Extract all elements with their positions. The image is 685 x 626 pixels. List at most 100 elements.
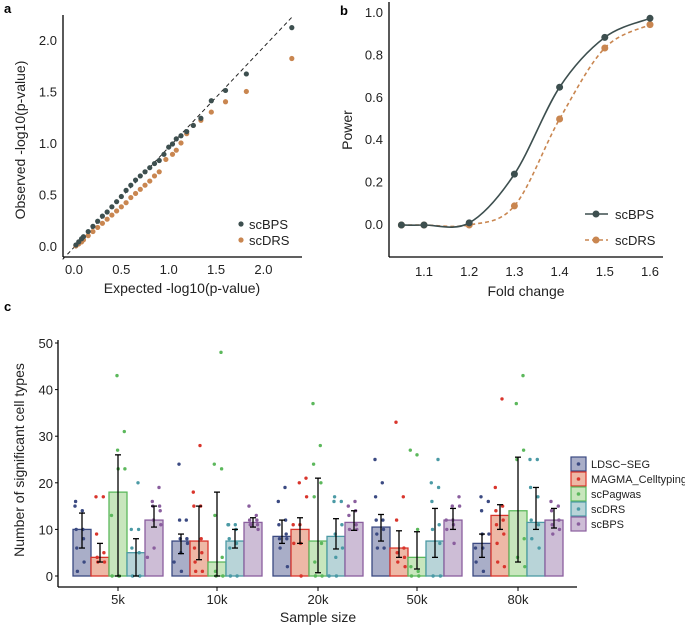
- series-line-scDRS: [401, 23, 651, 228]
- y-tick-label: 50: [39, 336, 53, 351]
- x-tick-label: 1.6: [641, 264, 659, 279]
- x-tick-label: 1.1: [415, 264, 433, 279]
- panel-label: c: [4, 299, 11, 314]
- data-point-LDSC−SEG: [82, 560, 86, 564]
- data-point-scBPS: [150, 499, 154, 504]
- data-point-scPagwas: [521, 373, 525, 378]
- data-point-MAGMA_Celltyping: [192, 504, 196, 508]
- data-point-scBPS: [178, 133, 184, 139]
- data-point-scDRS: [243, 88, 249, 95]
- data-point-scDRS: [226, 523, 231, 527]
- x-tick-label: 1.5: [207, 262, 225, 277]
- data-point-scDRS: [128, 194, 134, 201]
- data-point-scDRS: [163, 156, 169, 163]
- data-point-LDSC−SEG: [177, 462, 181, 466]
- data-point-scBPS: [354, 523, 358, 527]
- data-point-scDRS: [289, 55, 295, 62]
- data-point-scBPS: [158, 509, 162, 513]
- data-point-scBPS: [159, 523, 163, 527]
- data-point-scBPS: [137, 173, 143, 179]
- data-point-scPagwas: [219, 350, 223, 355]
- data-point-scBPS: [184, 129, 190, 135]
- data-point-scBPS: [289, 25, 295, 31]
- data-point-scPagwas: [313, 560, 317, 564]
- data-point-MAGMA_Celltyping: [200, 569, 205, 574]
- data-point-scDRS: [339, 499, 343, 504]
- x-tick-label: 1.4: [551, 264, 569, 279]
- data-point-scDRS: [529, 518, 533, 522]
- data-point-scBPS: [556, 83, 564, 91]
- data-point-scBPS: [208, 98, 214, 104]
- data-point-LDSC−SEG: [73, 499, 78, 504]
- data-point-scBPS: [173, 136, 179, 142]
- legend-label: scPagwas: [591, 489, 642, 501]
- data-point-MAGMA_Celltyping: [394, 420, 398, 424]
- data-point-scDRS: [235, 574, 239, 578]
- data-point-scBPS: [95, 218, 101, 224]
- data-point-MAGMA_Celltyping: [502, 532, 506, 536]
- data-point-scDRS: [646, 21, 654, 29]
- data-point-scPagwas: [319, 481, 323, 485]
- data-point-scBPS: [243, 71, 249, 77]
- x-tick-label: 1.2: [460, 264, 478, 279]
- data-point-MAGMA_Celltyping: [494, 523, 499, 527]
- data-point-LDSC−SEG: [380, 481, 384, 485]
- data-point-MAGMA_Celltyping: [304, 476, 308, 480]
- data-point-scDRS: [151, 173, 158, 179]
- data-point-scBPS: [109, 204, 115, 210]
- data-point-scBPS: [556, 504, 560, 508]
- data-point-scBPS: [347, 513, 351, 518]
- data-point-LDSC−SEG: [375, 546, 380, 550]
- data-point-scDRS: [510, 202, 518, 210]
- legend-marker: [576, 462, 581, 466]
- data-point-scBPS: [249, 523, 253, 527]
- data-point-scDRS: [147, 178, 153, 184]
- legend-marker: [576, 477, 581, 481]
- data-point-scBPS: [457, 504, 462, 508]
- data-point-LDSC−SEG: [481, 569, 486, 574]
- data-point-MAGMA_Celltyping: [297, 481, 301, 485]
- data-point-scBPS: [557, 527, 562, 532]
- data-point-scDRS: [222, 99, 229, 105]
- data-point-LDSC−SEG: [474, 560, 478, 564]
- data-point-scBPS: [80, 234, 87, 240]
- data-point-scPagwas: [312, 495, 316, 499]
- data-point-MAGMA_Celltyping: [496, 560, 500, 564]
- data-point-scDRS: [436, 457, 440, 462]
- y-tick-label: 30: [39, 429, 53, 444]
- data-point-scDRS: [430, 527, 435, 532]
- data-point-scBPS: [145, 555, 150, 560]
- data-point-scPagwas: [109, 513, 114, 518]
- data-point-MAGMA_Celltyping: [199, 537, 203, 541]
- data-point-MAGMA_Celltyping: [402, 546, 406, 550]
- data-point-scBPS: [397, 221, 405, 229]
- data-point-scBPS: [255, 523, 260, 527]
- data-point-scBPS: [147, 165, 153, 171]
- data-point-scPagwas: [415, 527, 420, 532]
- x-tick-label: 0.0: [65, 262, 83, 277]
- x-tick-label: 1.0: [160, 262, 178, 277]
- data-point-scDRS: [601, 44, 609, 52]
- data-point-scDRS: [332, 495, 337, 499]
- data-point-scBPS: [346, 504, 350, 508]
- y-axis-label: Number of significant cell types: [11, 363, 27, 557]
- data-point-scDRS: [136, 527, 141, 532]
- data-point-MAGMA_Celltyping: [292, 541, 296, 546]
- legend-marker: [576, 507, 581, 511]
- data-point-scDRS: [104, 216, 110, 222]
- data-point-LDSC−SEG: [382, 546, 386, 550]
- data-point-scBPS: [132, 177, 139, 183]
- legend-label: scBPS: [615, 207, 654, 222]
- data-point-scDRS: [438, 574, 443, 578]
- data-point-MAGMA_Celltyping: [494, 509, 498, 513]
- data-point-MAGMA_Celltyping: [102, 560, 107, 564]
- panel-label: b: [340, 3, 348, 18]
- data-point-LDSC−SEG: [276, 499, 280, 504]
- legend-label: scDRS: [615, 233, 656, 248]
- data-point-scBPS: [353, 499, 357, 504]
- y-tick-label: 0.6: [365, 90, 383, 105]
- data-point-scBPS: [549, 499, 553, 504]
- data-point-LDSC−SEG: [373, 457, 377, 462]
- data-point-MAGMA_Celltyping: [291, 523, 295, 527]
- x-axis-label: Expected -log10(p-value): [104, 280, 260, 296]
